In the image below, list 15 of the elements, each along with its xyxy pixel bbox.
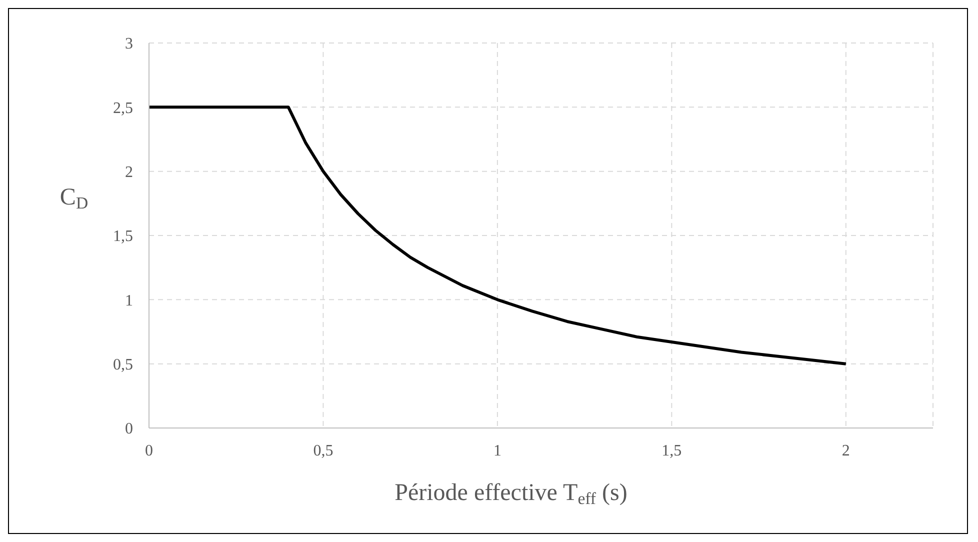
x-tick-label: 2 — [842, 442, 850, 460]
line-series — [149, 106, 848, 366]
x-axis-title: Période effective T$_{eff}$ (s) — [394, 480, 628, 508]
y-tick-label: 1 — [125, 292, 133, 310]
y-tick-label: 0,5 — [113, 356, 133, 374]
y-axis-title: C$_{D}$ — [60, 184, 88, 213]
x-tick-label: 1 — [493, 442, 502, 460]
y-tick-label: 0 — [125, 420, 133, 438]
x-tick-label: 0 — [145, 442, 153, 460]
y-tick-label: 1,5 — [113, 228, 133, 246]
y-tick-label: 3 — [125, 36, 133, 53]
x-tick-label: 0,5 — [313, 442, 334, 460]
y-tick-label: 2,5 — [113, 100, 133, 117]
y-tick-label: 2 — [125, 164, 133, 182]
x-tick-label: 1,5 — [662, 442, 682, 460]
